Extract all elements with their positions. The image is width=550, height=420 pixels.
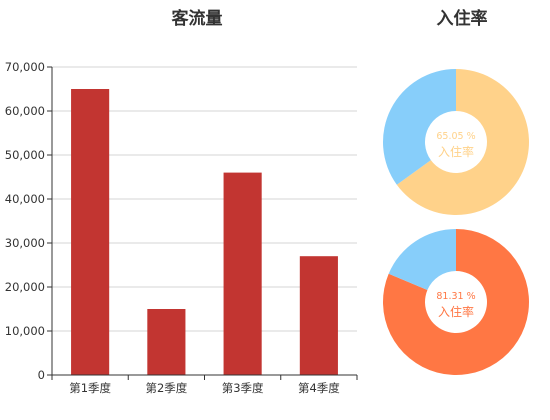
x-tick-label: 第4季度: [298, 381, 340, 395]
donut-percent-label: 65.05 %: [436, 131, 475, 142]
donut-slice: [396, 69, 529, 215]
donut: 81.31 % 入住率: [383, 229, 530, 375]
bar-series: [71, 89, 338, 375]
bar: [223, 172, 262, 375]
donut-center-label: 入住率: [438, 144, 474, 159]
y-tick-label: 40,000: [5, 192, 45, 206]
y-tick-label: 20,000: [5, 280, 45, 294]
donut-charts: 65.05 % 入住率 81.31 % 入住率: [383, 69, 530, 375]
x-tick-label: 第3季度: [222, 381, 264, 395]
y-tick-label: 70,000: [5, 60, 45, 74]
y-tick-label: 30,000: [5, 236, 45, 250]
y-tick-label: 60,000: [5, 104, 45, 118]
y-tick-label: 10,000: [5, 324, 45, 338]
y-axis: 0 10,000 20,000 30,000 40,000 50,000 60,000 70,…: [5, 60, 53, 382]
x-tick-label: 第2季度: [145, 381, 187, 395]
bar: [147, 309, 186, 375]
donut-slice: [383, 229, 530, 375]
donut: 65.05 % 入住率: [383, 69, 529, 215]
donut-center-label: 入住率: [438, 304, 474, 319]
bar-chart-title: 客流量: [171, 8, 223, 29]
donut-slice: [383, 69, 456, 185]
y-tick-label: 50,000: [5, 148, 45, 162]
bar: [299, 256, 338, 375]
x-axis: 第1季度 第2季度 第3季度 第4季度: [51, 374, 358, 395]
donut-chart-title: 入住率: [437, 8, 488, 29]
donut-slice: [388, 229, 456, 291]
bar: [71, 89, 110, 375]
x-tick-label: 第1季度: [69, 381, 111, 395]
donut-percent-label: 81.31 %: [436, 291, 475, 302]
y-tick-label: 0: [38, 368, 45, 382]
